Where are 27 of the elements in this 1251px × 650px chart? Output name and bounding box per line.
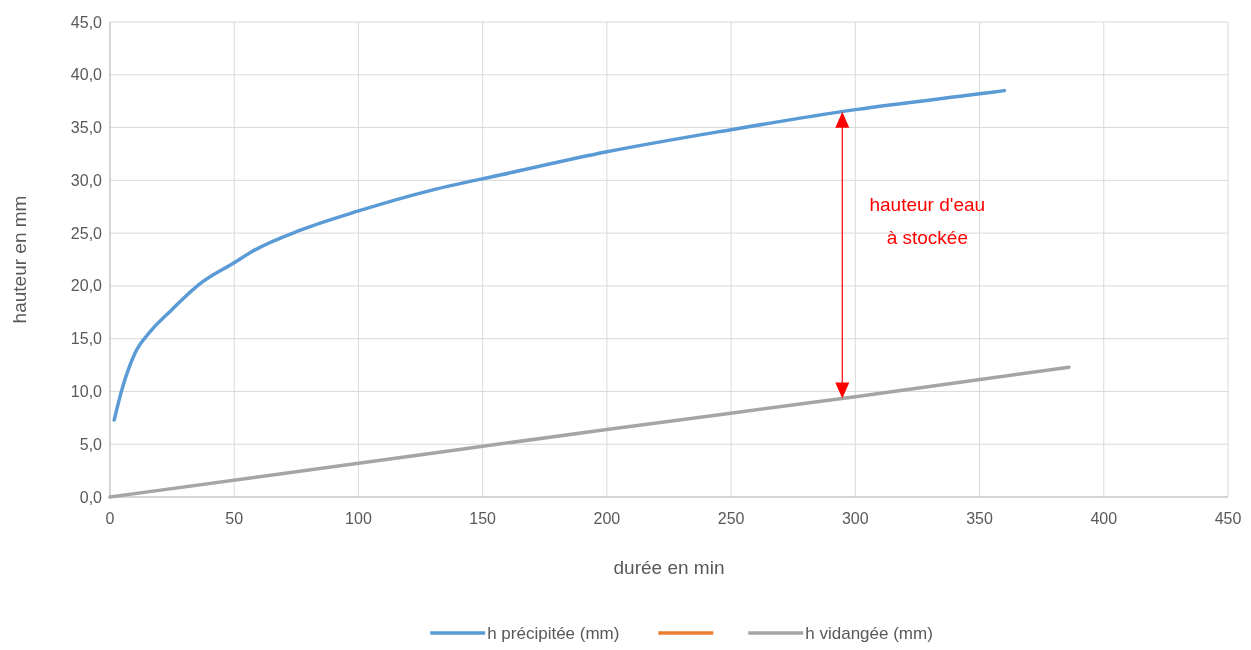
x-tick-label: 0 [105,510,115,527]
x-tick-label: 150 [469,510,497,527]
x-tick-label: 350 [966,510,993,527]
x-tick-label: 100 [345,510,372,527]
y-tick-label: 15,0 [70,330,103,348]
y-tick-label: 0,0 [79,488,103,506]
legend-label: h vidangée (mm) [805,623,933,643]
line-series [112,88,1007,422]
x-tick-label: 250 [717,510,745,527]
y-tick-label: 30,0 [70,171,103,189]
y-axis-title: hauteur en mm [9,195,30,324]
y-tick-label: 5,0 [79,435,103,453]
y-tick-label: 40,0 [70,66,103,84]
line-series [108,365,1071,499]
y-tick-label: 25,0 [70,224,103,242]
x-tick-label: 450 [1214,510,1242,527]
annotation: hauteur d'eau à stockée [869,194,986,249]
y-tick-label: 45,0 [70,13,103,31]
y-tick-label: 20,0 [70,277,103,295]
legend-label: h précipitée (mm) [487,623,620,643]
x-axis-title: durée en min [613,557,725,578]
y-tick-label: 35,0 [70,119,103,137]
y-tick-label: 10,0 [70,383,103,401]
x-tick-label: 400 [1090,510,1118,527]
x-tick-label: 200 [593,510,621,527]
x-tick-label: 300 [841,510,869,527]
x-tick-label: 50 [225,510,244,527]
